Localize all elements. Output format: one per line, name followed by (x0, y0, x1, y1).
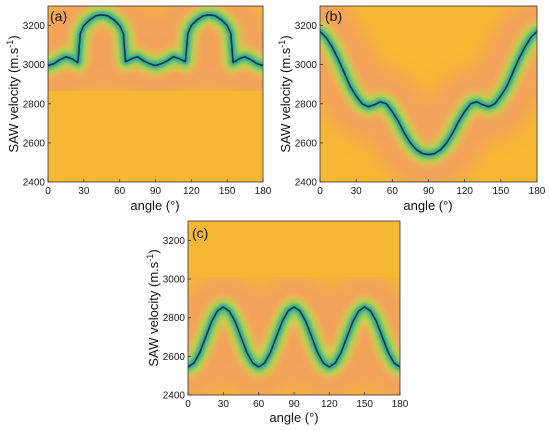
panel-a-velocity-curve (48, 14, 263, 67)
panel-c-x-tick-label: 90 (288, 399, 300, 410)
panel-c-x-ticks: 0 30 60 90 120 150 180 (185, 392, 409, 410)
panel-c-y-ticks: 2400 2600 2800 3000 3200 (163, 236, 191, 402)
panel-a: 0 30 60 90 120 150 180 2400 2600 2800 3000 3200 an… (5, 5, 272, 213)
panel-b-label: (b) (325, 8, 342, 24)
panel-c-y-tick-label: 3200 (163, 236, 186, 247)
panel-b-y-axis-label: SAW velocity (m.s-1) (277, 35, 293, 152)
panel-a-x-tick-label: 120 (183, 186, 200, 197)
panel-b-x-axis-label: angle (°) (403, 198, 452, 213)
panel-c-y-tick-label: 2600 (163, 352, 186, 363)
panel-b-velocity-curve (320, 30, 537, 156)
panel-a-x-ticks: 0 30 60 90 120 150 180 (45, 179, 272, 197)
panel-b-x-tick-label: 180 (529, 186, 546, 197)
panel-b-x-tick-label: 90 (423, 186, 435, 197)
panel-b-heatmap (320, 6, 537, 182)
panel-a-y-tick-label: 3000 (23, 60, 46, 71)
panel-a-x-tick-label: 30 (78, 186, 90, 197)
panel-c-y-tick-label: 3000 (163, 275, 186, 286)
panel-b-y-tick-label: 2400 (295, 178, 318, 189)
panel-b-x-tick-label: 60 (387, 186, 399, 197)
panel-a-y-axis-label: SAW velocity (m.s-1) (5, 35, 21, 152)
panel-b-y-tick-label: 2800 (295, 99, 318, 110)
panel-a-x-tick-label: 180 (255, 186, 272, 197)
panel-c-x-tick-label: 0 (185, 399, 191, 410)
panel-b-y-ticks: 2400 2600 2800 3000 3200 (295, 21, 323, 189)
panel-a-y-tick-label: 2400 (23, 178, 46, 189)
panel-c-x-tick-label: 30 (218, 399, 230, 410)
panel-b-x-ticks: 0 30 60 90 120 150 180 (317, 179, 546, 197)
panel-b-x-tick-label: 30 (351, 186, 363, 197)
panel-b-x-tick-label: 120 (456, 186, 473, 197)
panel-a-heatmap (48, 6, 263, 182)
panel-a-y-tick-label: 3200 (23, 21, 46, 32)
panel-b-y-tick-label: 2600 (295, 138, 318, 149)
panel-c-label: (c) (192, 225, 208, 241)
panel-a-y-ticks: 2400 2600 2800 3000 3200 (23, 21, 51, 189)
panel-a-x-tick-label: 60 (114, 186, 126, 197)
panel-c-y-tick-label: 2400 (163, 391, 186, 402)
panel-c-x-tick-label: 120 (321, 399, 338, 410)
panel-c-y-tick-label: 2800 (163, 313, 186, 324)
panel-b-x-tick-label: 150 (492, 186, 509, 197)
panel-b-y-tick-label: 3000 (295, 60, 318, 71)
panel-a-label: (a) (50, 8, 67, 24)
panel-c-x-tick-label: 60 (253, 399, 265, 410)
panel-c-x-tick-label: 180 (392, 399, 409, 410)
panel-a-y-tick-label: 2800 (23, 99, 46, 110)
panel-c: 0 30 60 90 120 150 180 2400 2600 2800 3000 3200 an… (145, 220, 409, 425)
panel-a-x-tick-label: 150 (219, 186, 236, 197)
panel-b: 0 30 60 90 120 150 180 2400 2600 2800 3000 3200 an… (277, 5, 546, 213)
panel-a-x-tick-label: 0 (45, 186, 51, 197)
panel-c-y-axis-label: SAW velocity (m.s-1) (145, 249, 161, 366)
panel-a-x-axis-label: angle (°) (130, 198, 179, 213)
panel-c-velocity-curve (188, 306, 400, 368)
panel-a-y-tick-label: 2600 (23, 138, 46, 149)
panel-b-y-tick-label: 3200 (295, 21, 318, 32)
panel-c-heatmap (188, 221, 400, 395)
panel-c-x-tick-label: 150 (356, 399, 373, 410)
panel-c-x-axis-label: angle (°) (269, 410, 318, 425)
panel-b-x-tick-label: 0 (317, 186, 323, 197)
panel-a-x-tick-label: 90 (150, 186, 162, 197)
